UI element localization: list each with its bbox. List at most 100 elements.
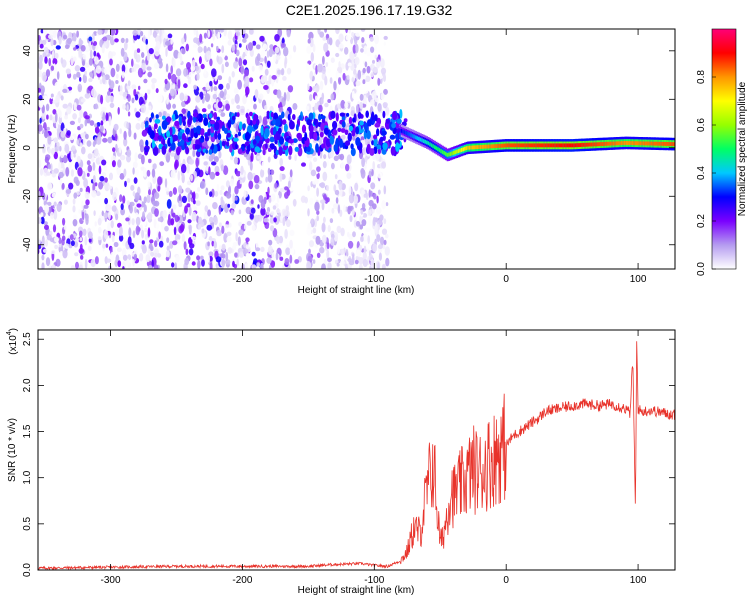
- spectrogram-noise-cell: [172, 187, 177, 195]
- y-tick-label: 1.0: [22, 470, 33, 484]
- spectrogram-noise-cell: [284, 186, 289, 191]
- spectrogram-noise-cell: [135, 111, 141, 118]
- x-tick-label: -300: [101, 274, 121, 285]
- spectrogram-noise-cell: [141, 229, 145, 239]
- spectrogram-noise-cell: [328, 204, 331, 213]
- spectrogram-noise-cell: [155, 88, 159, 94]
- spectrogram-noise-cell: [260, 169, 265, 178]
- spectrogram-signal-cell: [446, 153, 449, 157]
- spectrogram-noise-cell: [94, 221, 97, 227]
- spectrogram-noise-cell: [253, 103, 257, 110]
- spectrogram-signal-cell: [429, 142, 432, 147]
- spectrogram-signal-cell: [497, 144, 500, 148]
- spectrogram-signal-cell: [546, 143, 549, 148]
- spectrogram-noise-cell: [78, 209, 81, 214]
- spectrogram-noise-cell: [372, 66, 378, 73]
- spectrogram-noise-cell: [383, 41, 386, 46]
- spectrogram-noise-cell: [220, 252, 226, 260]
- spectrogram-signal-cell: [547, 143, 550, 148]
- spectrogram-signal-cell: [630, 141, 633, 145]
- spectrogram-signal-cell: [451, 151, 454, 156]
- spectrogram-noise-cell: [107, 211, 111, 220]
- spectrogram-noise-cell: [59, 110, 62, 119]
- spectrogram-noise-cell: [267, 156, 271, 163]
- spectrogram-noise-cell: [127, 111, 131, 117]
- spectrogram-noise-cell: [245, 206, 251, 215]
- spectrogram-noise-cell: [306, 261, 312, 269]
- spectrogram-band-cell: [281, 132, 285, 137]
- spectrogram-signal-cell: [487, 144, 490, 149]
- spectrogram-noise-cell: [167, 33, 173, 39]
- spectrogram-noise-cell: [351, 209, 355, 216]
- spectrogram-band-cell: [166, 130, 171, 138]
- spectrogram-noise-cell: [366, 58, 372, 65]
- spectrogram-noise-cell: [226, 231, 232, 236]
- spectrogram-noise-cell: [126, 121, 129, 130]
- spectrogram-signal-cell: [611, 141, 614, 146]
- spectrogram-noise-cell: [153, 192, 160, 199]
- spectrogram-signal-cell: [508, 143, 511, 148]
- spectrogram-noise-cell: [260, 262, 264, 269]
- spectrogram-band-cell: [371, 111, 375, 121]
- spectrogram-noise-cell: [41, 39, 47, 45]
- spectrogram-noise-cell: [286, 67, 292, 75]
- spectrogram-noise-cell: [124, 180, 127, 188]
- spectrogram-noise-cell: [200, 180, 206, 189]
- spectrogram-noise-cell: [53, 65, 58, 75]
- spectrogram-band-cell: [373, 134, 378, 140]
- spectrogram-noise-cell: [321, 234, 327, 244]
- spectrogram-band-cell: [155, 114, 159, 119]
- spectrogram-noise-cell: [165, 187, 170, 192]
- spectrogram-signal-cell: [525, 143, 528, 148]
- spectrogram-noise-cell: [250, 207, 256, 214]
- spectrogram-signal-cell: [400, 128, 403, 133]
- spectrogram-noise-cell: [135, 225, 140, 236]
- spectrogram-noise-cell: [307, 222, 312, 230]
- spectrogram-noise-cell: [72, 73, 77, 80]
- spectrogram-noise-cell: [189, 243, 195, 249]
- spectrogram-noise-cell: [178, 200, 182, 206]
- spectrogram-noise-cell: [146, 66, 152, 71]
- spectrogram-noise-cell: [233, 87, 239, 94]
- spectrogram-noise-cell: [209, 58, 213, 67]
- spectrogram-noise-cell: [274, 34, 280, 42]
- spectrogram-noise-cell: [271, 252, 276, 261]
- spectrogram-noise-cell: [38, 124, 43, 132]
- spectrogram-noise-cell: [374, 54, 378, 59]
- spectrogram-signal-cell: [421, 138, 424, 143]
- spectrogram-signal-cell: [540, 143, 542, 148]
- spectrogram-noise-cell: [66, 106, 72, 115]
- spectrogram-noise-cell: [84, 119, 88, 127]
- spectrogram-band-cell: [252, 139, 257, 145]
- spectrogram-noise-cell: [86, 160, 91, 166]
- spectrogram-noise-cell: [84, 93, 91, 99]
- x-tick-label: -300: [101, 575, 121, 586]
- spectrogram-signal-cell: [576, 143, 579, 148]
- spectrogram-noise-cell: [377, 103, 382, 112]
- spectrogram-band-cell: [144, 147, 149, 153]
- spectrogram-noise-cell: [200, 63, 205, 70]
- spectrogram-noise-cell: [322, 55, 325, 65]
- spectrogram-band-cell: [144, 120, 149, 126]
- spectrogram-band-cell: [367, 119, 372, 127]
- spectrogram-noise-cell: [320, 182, 326, 189]
- spectrogram-noise-cell: [286, 189, 291, 197]
- spectrogram-noise-cell: [381, 263, 387, 269]
- spectrogram-noise-cell: [221, 63, 225, 74]
- spectrogram-band-cell: [172, 113, 176, 122]
- spectrogram-noise-cell: [238, 229, 244, 236]
- spectrogram-noise-cell: [145, 44, 149, 51]
- spectrogram-signal-cell: [459, 148, 462, 153]
- spectrogram-signal-cell: [495, 144, 498, 148]
- spectrogram-noise-cell: [72, 205, 76, 213]
- spectrogram-band-cell: [313, 131, 318, 141]
- spectrogram-noise-cell: [331, 162, 335, 170]
- spectrogram-signal-cell: [443, 151, 446, 155]
- spectrogram-noise-cell: [176, 57, 181, 68]
- spectrogram-noise-cell: [354, 182, 359, 192]
- spectrogram-noise-cell: [91, 190, 97, 198]
- spectrogram-noise-cell: [179, 92, 185, 101]
- spectrogram-y-label: Frequency (Hz): [7, 115, 18, 184]
- spectrogram-noise-cell: [212, 33, 215, 41]
- spectrogram-noise-cell: [231, 71, 235, 78]
